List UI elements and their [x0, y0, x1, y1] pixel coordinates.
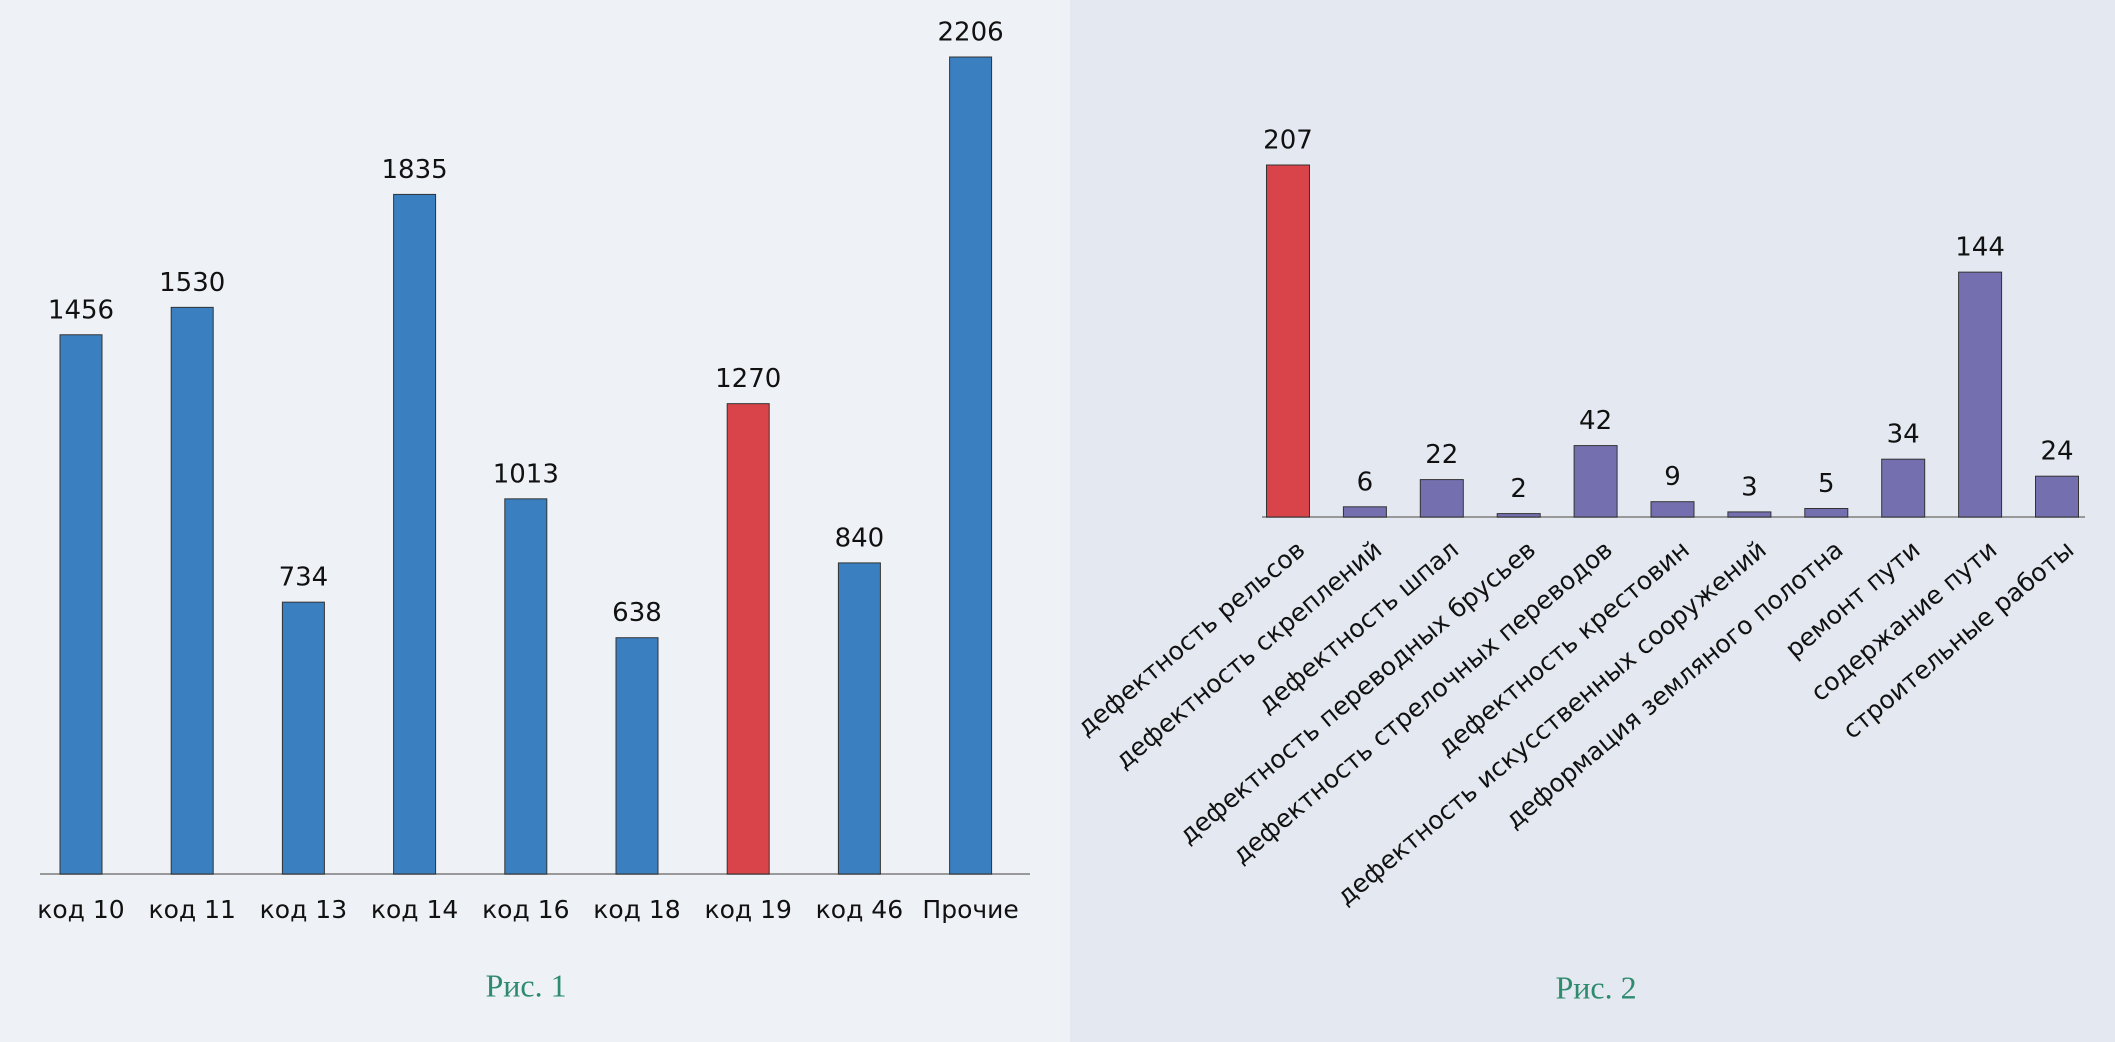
bar	[1266, 164, 1310, 518]
bar	[1496, 513, 1541, 518]
bar	[1958, 271, 2003, 518]
value-label: 1013	[493, 459, 559, 489]
bar	[949, 56, 993, 875]
bar	[1881, 458, 1926, 518]
value-label: 24	[2040, 437, 2073, 467]
value-label: 144	[1955, 233, 2005, 263]
value-label: 734	[279, 563, 329, 593]
x-tick-label: код 18	[593, 895, 680, 924]
value-label: 207	[1263, 126, 1313, 156]
value-label: 9	[1664, 462, 1681, 492]
x-tick-label: код 16	[482, 895, 569, 924]
x-tick-label: код 10	[37, 895, 124, 924]
bar	[1419, 479, 1464, 518]
bar	[1342, 506, 1387, 518]
bar	[170, 306, 214, 875]
bar	[393, 193, 437, 875]
value-label: 3	[1741, 472, 1758, 502]
bar	[837, 562, 881, 875]
value-label: 2206	[938, 18, 1004, 48]
bar	[615, 637, 659, 875]
bar	[1573, 445, 1618, 518]
value-label: 42	[1579, 406, 1612, 436]
bar	[504, 498, 548, 875]
value-label: 638	[612, 598, 662, 628]
value-label: 22	[1425, 440, 1458, 470]
x-tick-label: код 46	[816, 895, 903, 924]
panel	[1070, 0, 2115, 1042]
value-label: 34	[1887, 420, 1920, 450]
x-tick-label: код 11	[148, 895, 235, 924]
bar	[1727, 511, 1772, 518]
value-label: 1530	[159, 268, 225, 298]
value-label: 1270	[715, 364, 781, 394]
bar	[2035, 475, 2079, 518]
value-label: 1456	[48, 295, 114, 325]
value-label: 6	[1357, 467, 1374, 497]
value-label: 5	[1818, 469, 1835, 499]
value-label: 840	[835, 523, 885, 553]
bar	[1804, 507, 1849, 518]
bar	[726, 403, 770, 875]
value-label: 1835	[382, 155, 448, 185]
x-tick-label: код 14	[371, 895, 458, 924]
x-tick-label: код 13	[260, 895, 347, 924]
x-tick-label: код 19	[704, 895, 791, 924]
caption: Рис. 2	[1555, 969, 1636, 1005]
x-tick-label: Прочие	[922, 895, 1018, 924]
bar	[59, 334, 103, 875]
bar	[281, 601, 325, 875]
caption: Рис. 1	[485, 967, 566, 1003]
value-label: 2	[1510, 474, 1527, 504]
bar	[1650, 501, 1695, 518]
